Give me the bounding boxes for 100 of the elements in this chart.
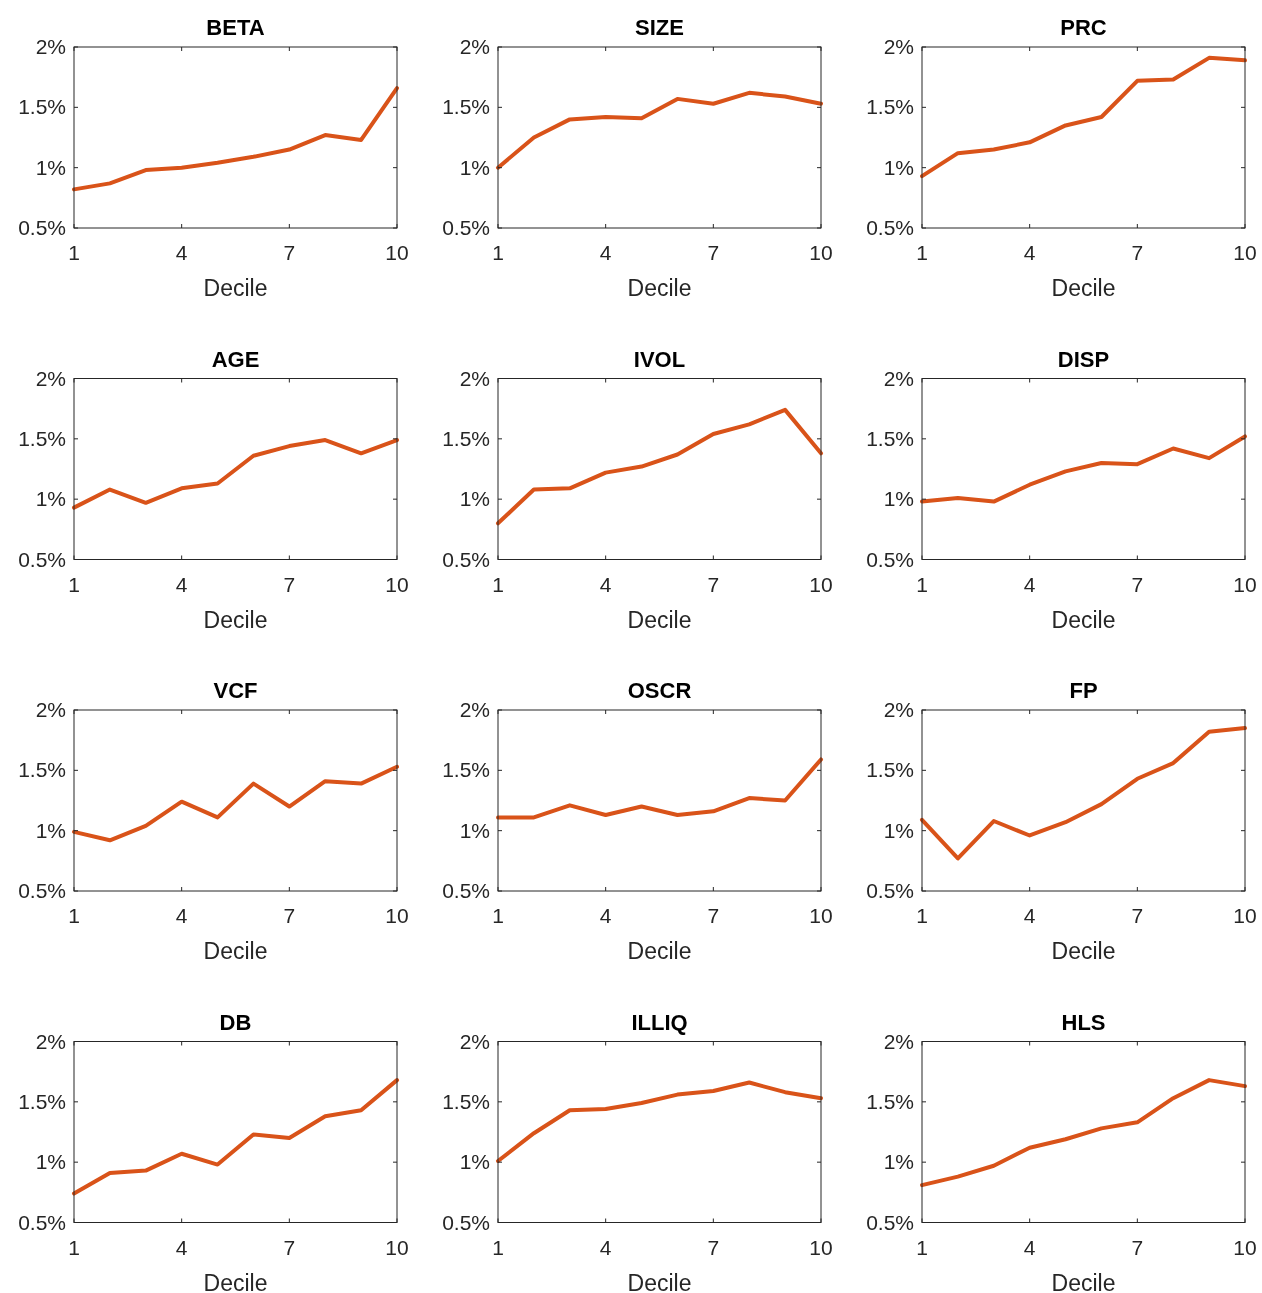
y-tick-label: 1% [883,155,914,179]
chart-title: OSCR [627,678,692,703]
line-series [920,726,1247,861]
x-axis-title: Decile [627,938,692,964]
y-tick-label: 1.5% [866,426,914,450]
y-tick-label: 1% [35,818,66,842]
x-axis-title: Decile [627,1269,692,1293]
x-tick-label: 1 [492,241,504,264]
x-tick-label: 10 [1233,572,1257,596]
x-tick-label: 7 [707,572,720,596]
y-tick-label: 0.5% [18,216,66,239]
x-tick-label: 7 [1131,1235,1144,1259]
x-axis-title: Decile [1051,275,1116,301]
line-series [920,434,1247,504]
x-tick-label: 4 [175,904,188,927]
chart-title: AGE [211,346,260,372]
x-tick-label: 10 [809,904,833,927]
chart-title: DB [219,1009,252,1035]
x-tick-label: 1 [68,572,80,596]
line-series [72,1078,399,1196]
y-tick-label: 1.5% [18,95,66,119]
y-tick-label: 2% [459,698,490,721]
chart-title: ILLIQ [631,1009,688,1035]
x-tick-label: 10 [809,572,833,596]
x-tick-label: 4 [1023,904,1036,927]
x-tick-label: 10 [809,1235,833,1259]
y-tick-label: 1% [883,1150,914,1174]
y-tick-label: 1.5% [18,426,66,450]
x-tick-label: 10 [1233,241,1257,264]
x-tick-label: 1 [68,904,80,927]
line-series [72,438,399,510]
x-tick-label: 10 [385,1235,409,1259]
y-tick-label: 1% [459,155,490,179]
y-tick-label: 2% [883,698,914,721]
x-axis-title: Decile [627,606,692,633]
chart-title: FP [1069,678,1098,703]
x-tick-label: 10 [1233,904,1257,927]
y-tick-label: 2% [459,366,490,390]
x-tick-label: 4 [599,241,612,264]
y-tick-label: 1.5% [866,1089,914,1113]
y-tick-label: 0.5% [18,879,66,902]
y-tick-label: 1.5% [442,426,490,450]
y-tick-label: 1% [35,1150,66,1174]
y-tick-label: 0.5% [866,1210,914,1234]
chart-title: PRC [1060,15,1107,40]
x-tick-label: 10 [385,904,409,927]
x-tick-label: 7 [283,1235,296,1259]
line-series [72,86,399,192]
x-axis-title: Decile [203,1269,268,1293]
y-tick-label: 0.5% [442,879,490,902]
line-series [920,1078,1247,1188]
y-tick-label: 2% [35,35,66,58]
y-tick-label: 1.5% [442,1089,490,1113]
y-tick-label: 0.5% [866,547,914,571]
x-tick-label: 7 [707,904,720,927]
x-tick-label: 10 [385,241,409,264]
y-tick-label: 1% [35,487,66,511]
y-tick-label: 1% [459,487,490,511]
x-tick-label: 4 [599,904,612,927]
x-tick-label: 4 [599,572,612,596]
y-tick-label: 1% [459,1150,490,1174]
x-axis-title: Decile [203,938,268,964]
line-series [496,407,823,526]
x-tick-label: 7 [283,904,296,927]
y-tick-label: 1% [459,818,490,842]
line-series [920,55,1247,179]
y-tick-label: 2% [35,698,66,721]
y-tick-label: 0.5% [866,879,914,902]
x-axis-title: Decile [627,275,692,301]
x-tick-label: 4 [1023,241,1036,264]
y-tick-label: 0.5% [18,1210,66,1234]
y-tick-label: 1.5% [18,1089,66,1113]
y-tick-label: 2% [883,35,914,58]
x-tick-label: 7 [283,241,296,264]
x-tick-label: 7 [707,241,720,264]
x-tick-label: 1 [68,241,80,264]
x-tick-label: 10 [1233,1235,1257,1259]
x-tick-label: 4 [599,1235,612,1259]
x-tick-label: 1 [68,1235,80,1259]
chart-title: DISP [1057,346,1110,372]
chart-title: SIZE [635,15,684,40]
y-tick-label: 0.5% [442,547,490,571]
chart-title: BETA [206,15,265,40]
chart-title: HLS [1061,1009,1106,1035]
y-tick-label: 0.5% [442,1210,490,1234]
y-tick-label: 1.5% [866,758,914,782]
y-tick-label: 0.5% [866,216,914,239]
x-axis-title: Decile [1051,938,1116,964]
x-axis-title: Decile [203,275,268,301]
x-tick-label: 1 [916,572,928,596]
y-tick-label: 1% [35,155,66,179]
y-tick-label: 2% [35,366,66,390]
x-tick-label: 4 [175,241,188,264]
y-tick-label: 1% [883,487,914,511]
x-tick-label: 10 [385,572,409,596]
y-tick-label: 2% [459,1029,490,1053]
y-tick-label: 1.5% [18,758,66,782]
y-tick-label: 1% [883,818,914,842]
x-tick-label: 10 [809,241,833,264]
y-tick-label: 2% [883,366,914,390]
